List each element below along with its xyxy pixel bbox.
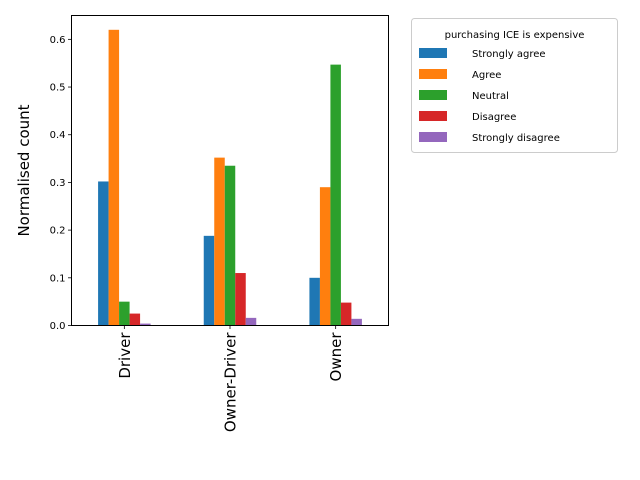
- bars-group: [98, 29, 362, 326]
- legend-label: Strongly agree: [472, 49, 546, 60]
- legend: purchasing ICE is expensive Strongly agr…: [411, 18, 618, 153]
- legend-title: purchasing ICE is expensive: [445, 30, 585, 41]
- legend-label: Strongly disagree: [472, 133, 560, 144]
- bar-strongly-disagree-owner: [351, 318, 362, 326]
- y-tick-label: 0.2: [50, 226, 66, 237]
- x-tick-label-driver: Driver: [116, 332, 134, 379]
- bar-agree-owner: [319, 187, 331, 326]
- y-tick-label: 0.1: [50, 273, 66, 284]
- plot-frame: [71, 15, 389, 326]
- y-tick-label: 0.6: [50, 35, 66, 46]
- legend-swatch: [419, 69, 447, 79]
- legend-label: Agree: [472, 70, 501, 81]
- bar-neutral-owner-driver: [224, 165, 236, 326]
- x-tick-label-owner-driver: Owner-Driver: [222, 332, 240, 432]
- bar-agree-driver: [108, 29, 120, 326]
- bar-strongly-disagree-owner-driver: [245, 317, 257, 326]
- legend-swatch: [419, 48, 447, 58]
- legend-swatch: [419, 111, 447, 121]
- y-axis: 0.0 0.1 0.2 0.3 0.4 0.5 0.6: [50, 35, 72, 332]
- legend-swatch: [419, 90, 447, 100]
- y-tick-label: 0.3: [50, 178, 66, 189]
- bar-strongly-agree-owner: [309, 277, 320, 326]
- y-tick-label: 0.4: [50, 130, 66, 141]
- bar-agree-owner-driver: [214, 157, 225, 326]
- bar-strongly-agree-owner-driver: [203, 235, 215, 326]
- y-axis-title: Normalised count: [15, 104, 33, 236]
- bar-strongly-agree-driver: [98, 181, 109, 326]
- bar-disagree-owner: [340, 302, 352, 326]
- legend-label: Disagree: [472, 112, 516, 123]
- legend-label: Neutral: [472, 91, 509, 102]
- bar-disagree-owner-driver: [235, 273, 246, 326]
- x-axis: Driver Owner-Driver Owner: [116, 325, 345, 432]
- legend-items: Strongly agree Agree Neutral Disagree Strong…: [419, 48, 560, 144]
- legend-swatch: [419, 132, 447, 142]
- y-tick-label: 0.0: [50, 321, 66, 332]
- legend-frame: [411, 18, 618, 153]
- bar-strongly-disagree-driver: [140, 323, 151, 326]
- x-tick-label-owner: Owner: [327, 332, 345, 382]
- bar-neutral-owner: [330, 64, 341, 326]
- bar-disagree-driver: [129, 313, 141, 326]
- bar-neutral-driver: [119, 301, 130, 326]
- y-tick-label: 0.5: [50, 83, 66, 94]
